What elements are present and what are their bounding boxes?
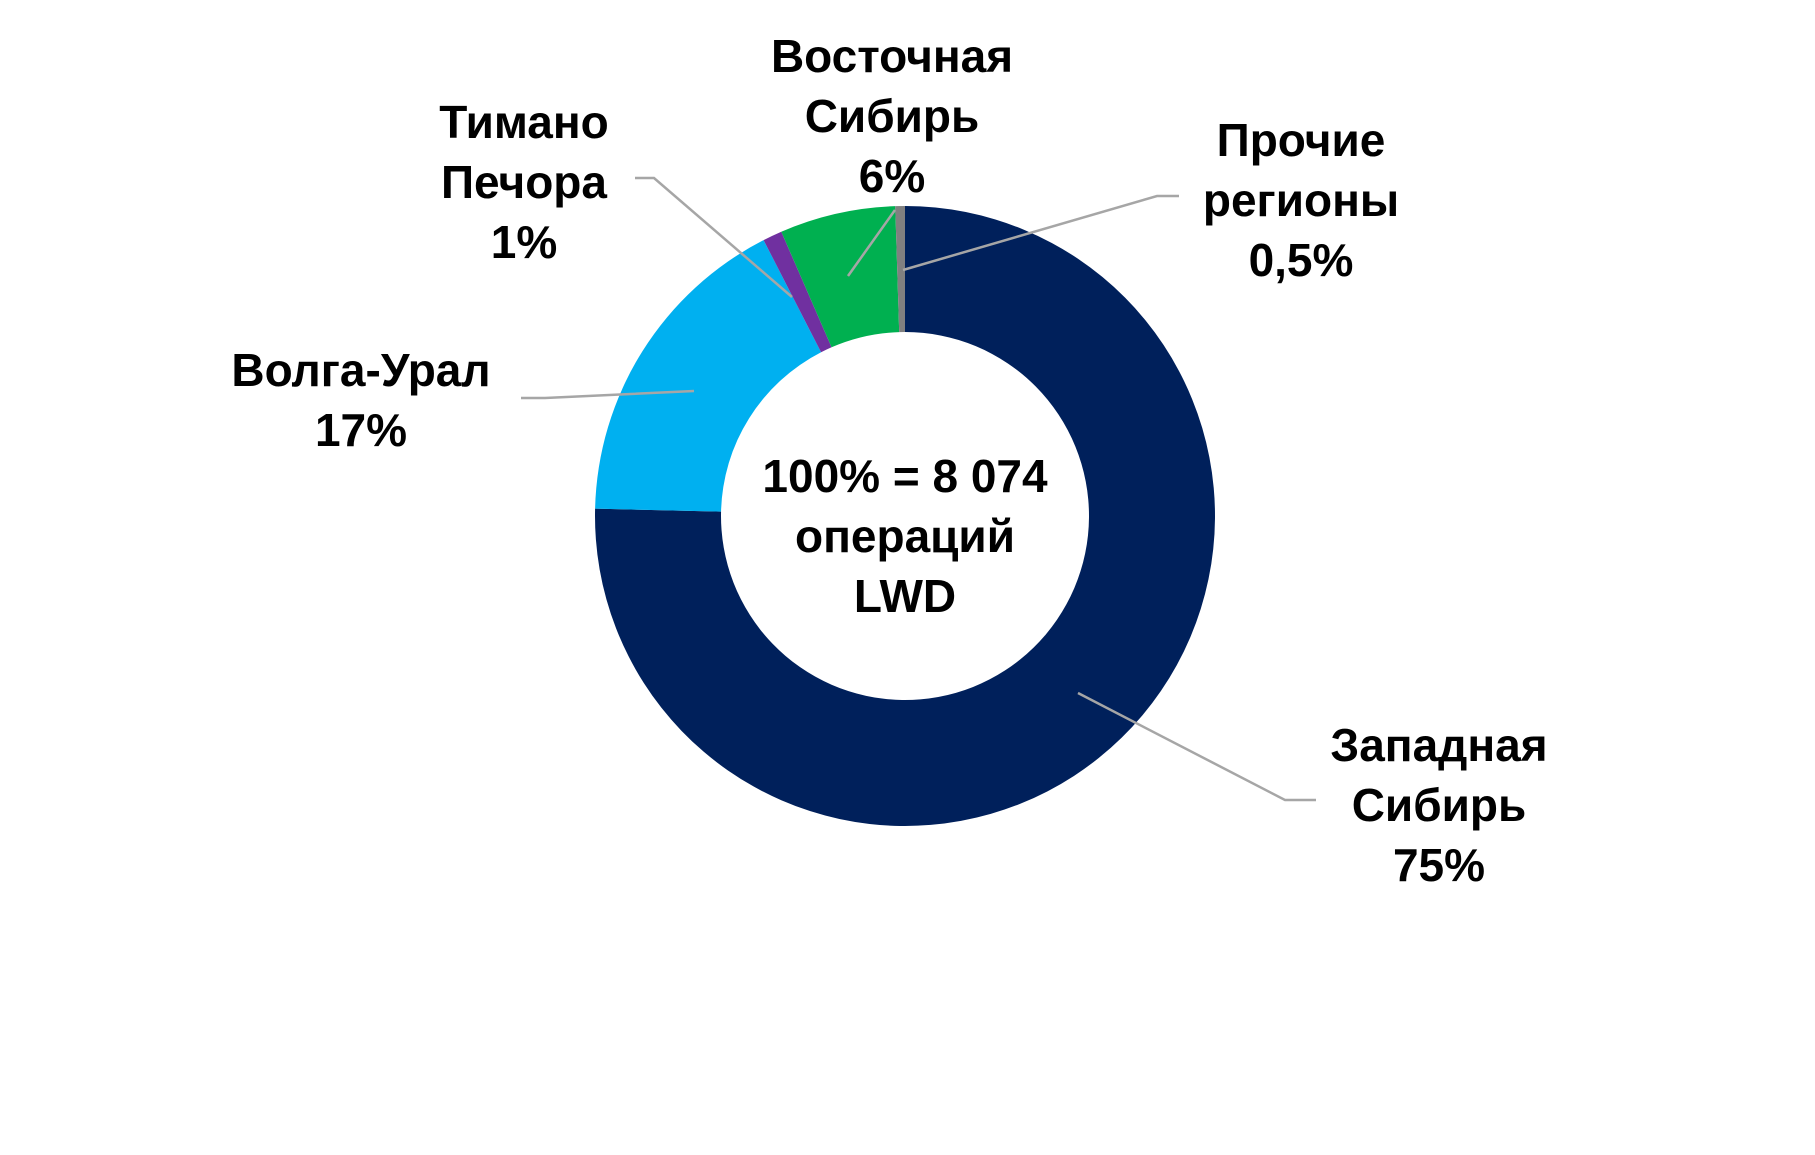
leader-line (1077, 691, 1316, 802)
value-label: 1% (490, 216, 558, 268)
donut-slice (763, 231, 832, 353)
slice-label: Прочие регионы 0,5% (1203, 110, 1399, 290)
center-label: 100% = 8 074 операций LWD (762, 450, 1048, 622)
value-label: 6% (858, 150, 926, 202)
slice-label: Тимано Печора 1% (439, 92, 609, 272)
slice-label: Западная Сибирь 75% (1330, 715, 1547, 895)
value-label: 0,5% (1248, 234, 1354, 286)
slices (595, 206, 1215, 827)
leader-lines (521, 176, 1316, 802)
category-label: Западная Сибирь (1330, 719, 1548, 831)
leader-line (635, 176, 793, 298)
category-label: Прочие регионы (1202, 114, 1400, 226)
value-label: 75% (1392, 839, 1486, 891)
value-label: 17% (314, 404, 408, 456)
donut-slice (595, 206, 1215, 827)
leader-line (521, 389, 695, 400)
category-label: Восточная Сибирь (770, 30, 1014, 142)
slice-label: Восточная Сибирь 6% (771, 26, 1013, 206)
leader-line (902, 194, 1179, 272)
category-label: Тимано Печора (439, 96, 609, 208)
donut-slice (781, 206, 900, 348)
slice-label: Волга-Урал 17% (231, 340, 490, 460)
donut-slice (595, 240, 822, 512)
donut-slice (895, 206, 905, 333)
leader-line (846, 209, 897, 277)
category-label: Волга-Урал (231, 344, 491, 396)
